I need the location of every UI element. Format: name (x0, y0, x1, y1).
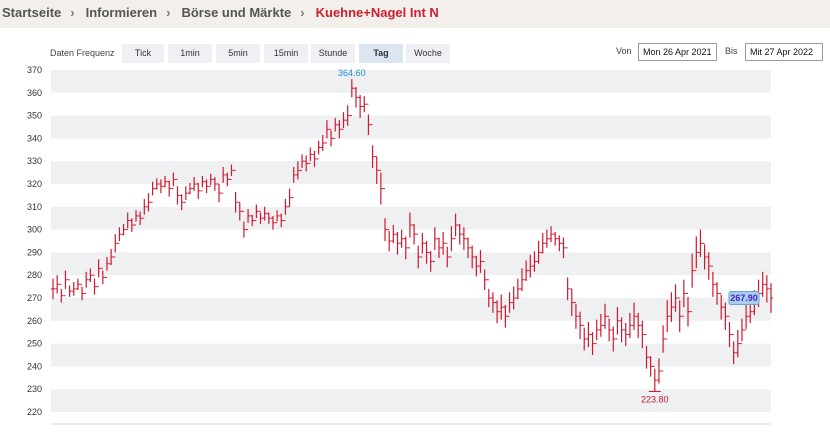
y-tick-label: 370 (27, 65, 42, 75)
y-tick-label: 350 (27, 111, 42, 121)
chart-panel (0, 28, 830, 437)
y-tick-label: 260 (27, 316, 42, 326)
low-price-label: 223.80 (641, 394, 669, 404)
chevron-right-icon: › (70, 4, 75, 20)
from-label: Von (616, 46, 632, 56)
frequency-woche-button[interactable]: Woche (406, 44, 450, 63)
high-price-label: 364.60 (338, 68, 366, 78)
ohlc-series (51, 79, 773, 392)
y-tick-label: 290 (27, 247, 42, 257)
breadcrumb: Startseite › Informieren › Börse und Mär… (0, 0, 830, 24)
y-tick-label: 340 (27, 133, 42, 143)
grid-band (51, 70, 771, 93)
chevron-right-icon: › (300, 4, 305, 20)
frequency-1min-button[interactable]: 1min (168, 44, 212, 63)
grid-band (51, 298, 771, 321)
frequency-5min-button[interactable]: 5min (216, 44, 260, 63)
chart-annotations: 364.60 223.80 267.90 (338, 68, 760, 404)
frequency-stunde-button[interactable]: Stunde (311, 44, 355, 63)
breadcrumb-informieren[interactable]: Informieren (85, 4, 158, 20)
y-tick-label: 220 (27, 407, 42, 417)
frequency-tag-button[interactable]: Tag (359, 44, 403, 63)
to-date-input[interactable] (745, 43, 823, 61)
grid-band (51, 389, 771, 412)
y-tick-label: 270 (27, 293, 42, 303)
grid-band (51, 115, 771, 139)
last-price-label: 267.90 (730, 293, 758, 303)
grid-band (51, 252, 771, 276)
y-tick-label: 320 (27, 179, 42, 189)
y-tick-label: 330 (27, 156, 42, 166)
y-tick-label: 280 (27, 270, 42, 280)
last-price-badge (728, 291, 760, 305)
from-date-input[interactable] (638, 43, 717, 61)
y-tick-label: 300 (27, 225, 42, 235)
grid-band (51, 206, 771, 230)
y-tick-label: 250 (27, 339, 42, 349)
chevron-right-icon: › (166, 4, 171, 20)
to-label: Bis (725, 46, 738, 56)
y-tick-label: 230 (27, 384, 42, 394)
frequency-label: Daten Frequenz (50, 48, 115, 58)
y-tick-label: 240 (27, 361, 42, 371)
frequency-tick-button[interactable]: Tick (122, 44, 164, 63)
grid-band (51, 343, 771, 367)
breadcrumb-current-stock: Kuehne+Nagel Int N (315, 4, 439, 20)
grid-band (51, 161, 771, 184)
y-tick-label: 310 (27, 202, 42, 212)
y-tick-label: 360 (27, 88, 42, 98)
breadcrumb-startseite[interactable]: Startseite (2, 4, 62, 20)
frequency-15min-button[interactable]: 15min (264, 44, 308, 63)
y-axis: 220 230 240 250 260 270 280 290 300 310 320 330 340 3… (27, 65, 42, 417)
breadcrumb-boerse-maerkte[interactable]: Börse und Märkte (181, 4, 292, 20)
